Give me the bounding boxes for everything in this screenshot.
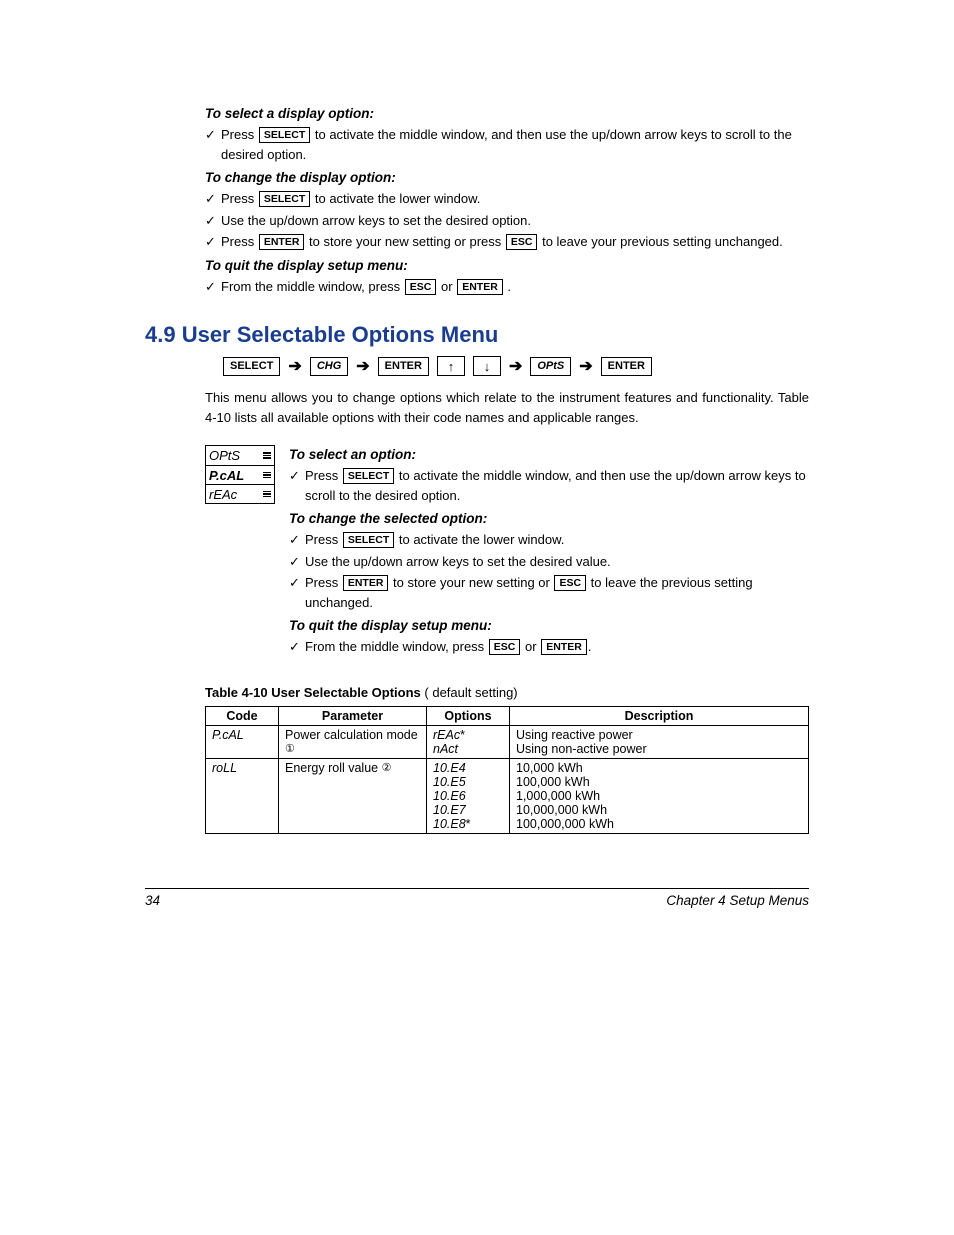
instruction-line: ✓ Press SELECT to activate the middle wi… [289,466,809,505]
check-icon: ✓ [289,552,305,572]
enter-key: ENTER [541,639,587,655]
down-key: ↓ [473,356,501,376]
display-row: P.cAL [206,465,274,484]
th-param: Parameter [279,706,427,725]
heading-quit-option: To quit the display setup menu: [289,618,809,633]
arrow-icon: ➔ [288,356,301,376]
esc-key: ESC [506,234,538,250]
nav-sequence: SELECT ➔ CHG ➔ ENTER ↑ ↓ ➔ OPtS ➔ ENTER [223,356,809,376]
table-row: P.cALPower calculation mode ①rEAc*nActUs… [206,725,809,758]
table-row: roLLEnergy roll value ②10.E410.E510.E610… [206,758,809,833]
instruction-line: ✓ Use the up/down arrow keys to set the … [205,211,809,231]
select-key: SELECT [259,191,310,207]
esc-key: ESC [489,639,521,655]
check-icon: ✓ [205,232,221,252]
esc-key: ESC [405,279,437,295]
instruction-line: ✓ From the middle window, press ESC or E… [289,637,809,657]
intro-paragraph: This menu allows you to change options w… [205,388,809,427]
check-icon: ✓ [289,530,305,550]
select-key: SELECT [343,468,394,484]
check-icon: ✓ [205,125,221,145]
esc-key: ESC [554,575,586,591]
display-row: OPtS [206,446,274,465]
check-icon: ✓ [205,277,221,297]
bar-icon [263,472,271,479]
th-options: Options [427,706,510,725]
th-code: Code [206,706,279,725]
select-key: SELECT [259,127,310,143]
bar-icon [263,491,271,498]
check-icon: ✓ [205,211,221,231]
enter-key: ENTER [457,279,503,295]
opts-key: OPtS [530,357,571,376]
display-row: rEAc [206,484,274,503]
instruction-line: ✓ Press ENTER to store your new setting … [289,573,809,612]
chapter-label: Chapter 4 Setup Menus [666,893,809,908]
heading-quit-display: To quit the display setup menu: [205,258,809,273]
enter-key: ENTER [601,357,652,376]
options-table: Code Parameter Options Description P.cAL… [205,706,809,834]
instruction-line: ✓ Press ENTER to store your new setting … [205,232,809,252]
enter-key: ENTER [378,357,429,376]
table-caption: Table 4-10 User Selectable Options ( def… [205,685,809,700]
th-desc: Description [510,706,809,725]
page-footer: 34 Chapter 4 Setup Menus [145,888,809,908]
arrow-icon: ➔ [356,356,369,376]
display-mock: OPtS P.cAL rEAc [205,445,275,504]
instruction-line: ✓ Press SELECT to activate the middle wi… [205,125,809,164]
bar-icon [263,452,271,459]
heading-select-option: To select an option: [289,447,809,462]
page-number: 34 [145,893,160,908]
heading-change-display: To change the display option: [205,170,809,185]
arrow-icon: ➔ [579,356,592,376]
up-key: ↑ [437,356,465,376]
instruction-line: ✓ Press SELECT to activate the lower win… [289,530,809,550]
enter-key: ENTER [343,575,389,591]
arrow-icon: ➔ [509,356,522,376]
instruction-line: ✓ Press SELECT to activate the lower win… [205,189,809,209]
heading-select-display: To select a display option: [205,106,809,121]
enter-key: ENTER [259,234,305,250]
select-key: SELECT [343,532,394,548]
check-icon: ✓ [289,573,305,593]
check-icon: ✓ [205,189,221,209]
instruction-text: Press SELECT to activate the middle wind… [221,125,809,164]
check-icon: ✓ [289,637,305,657]
instruction-line: ✓ From the middle window, press ESC or E… [205,277,809,297]
select-key: SELECT [223,357,280,376]
check-icon: ✓ [289,466,305,486]
section-title: 4.9 User Selectable Options Menu [145,322,809,348]
instruction-line: ✓ Use the up/down arrow keys to set the … [289,552,809,572]
heading-change-option: To change the selected option: [289,511,809,526]
chg-key: CHG [310,357,348,376]
